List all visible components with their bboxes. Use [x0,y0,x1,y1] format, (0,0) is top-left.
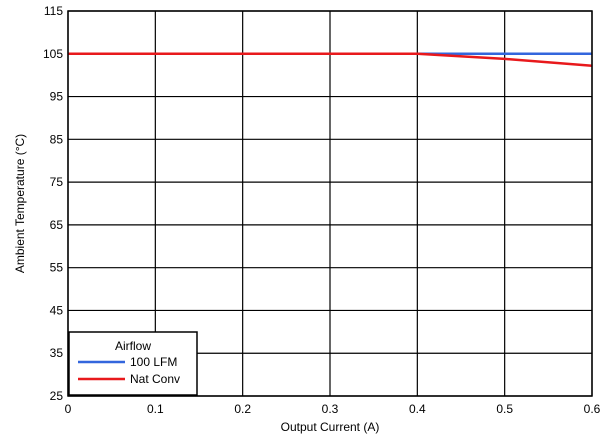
x-tick-labels: 0 0.1 0.2 0.3 0.4 0.5 0.6 [65,402,601,416]
series-line-nat-conv [68,52,593,68]
legend: Airflow 100 LFM Nat Conv [68,331,198,396]
x-tick-label: 0 [65,402,72,416]
y-axis-label: Ambient Temperature (°C) [13,134,27,273]
legend-title: Airflow [115,339,151,353]
x-tick-label: 0.2 [234,402,251,416]
legend-box [68,331,198,396]
y-tick-labels: 25 35 45 55 65 75 85 95 105 115 [43,4,63,403]
x-tick-label: 0.3 [322,402,339,416]
y-tick-label: 75 [50,175,64,189]
x-tick-label: 0.1 [147,402,164,416]
y-tick-label: 35 [50,346,64,360]
y-tick-label: 25 [50,389,64,403]
y-tick-label: 95 [50,90,64,104]
y-tick-label: 55 [50,261,64,275]
y-tick-label: 85 [50,132,64,146]
legend-entry-label: Nat Conv [130,372,180,386]
x-axis-label: Output Current (A) [281,420,380,434]
legend-entry-label: 100 LFM [130,355,177,369]
y-tick-label: 45 [50,303,64,317]
x-tick-label: 0.6 [584,402,601,416]
y-tick-label: 115 [44,4,63,18]
y-tick-label: 105 [43,47,63,61]
x-tick-label: 0.4 [409,402,426,416]
plot-frame [67,10,593,397]
y-tick-label: 65 [50,218,64,232]
series-lines [68,52,593,68]
x-tick-label: 0.5 [496,402,513,416]
legend-entries: 100 LFM Nat Conv [78,355,180,386]
